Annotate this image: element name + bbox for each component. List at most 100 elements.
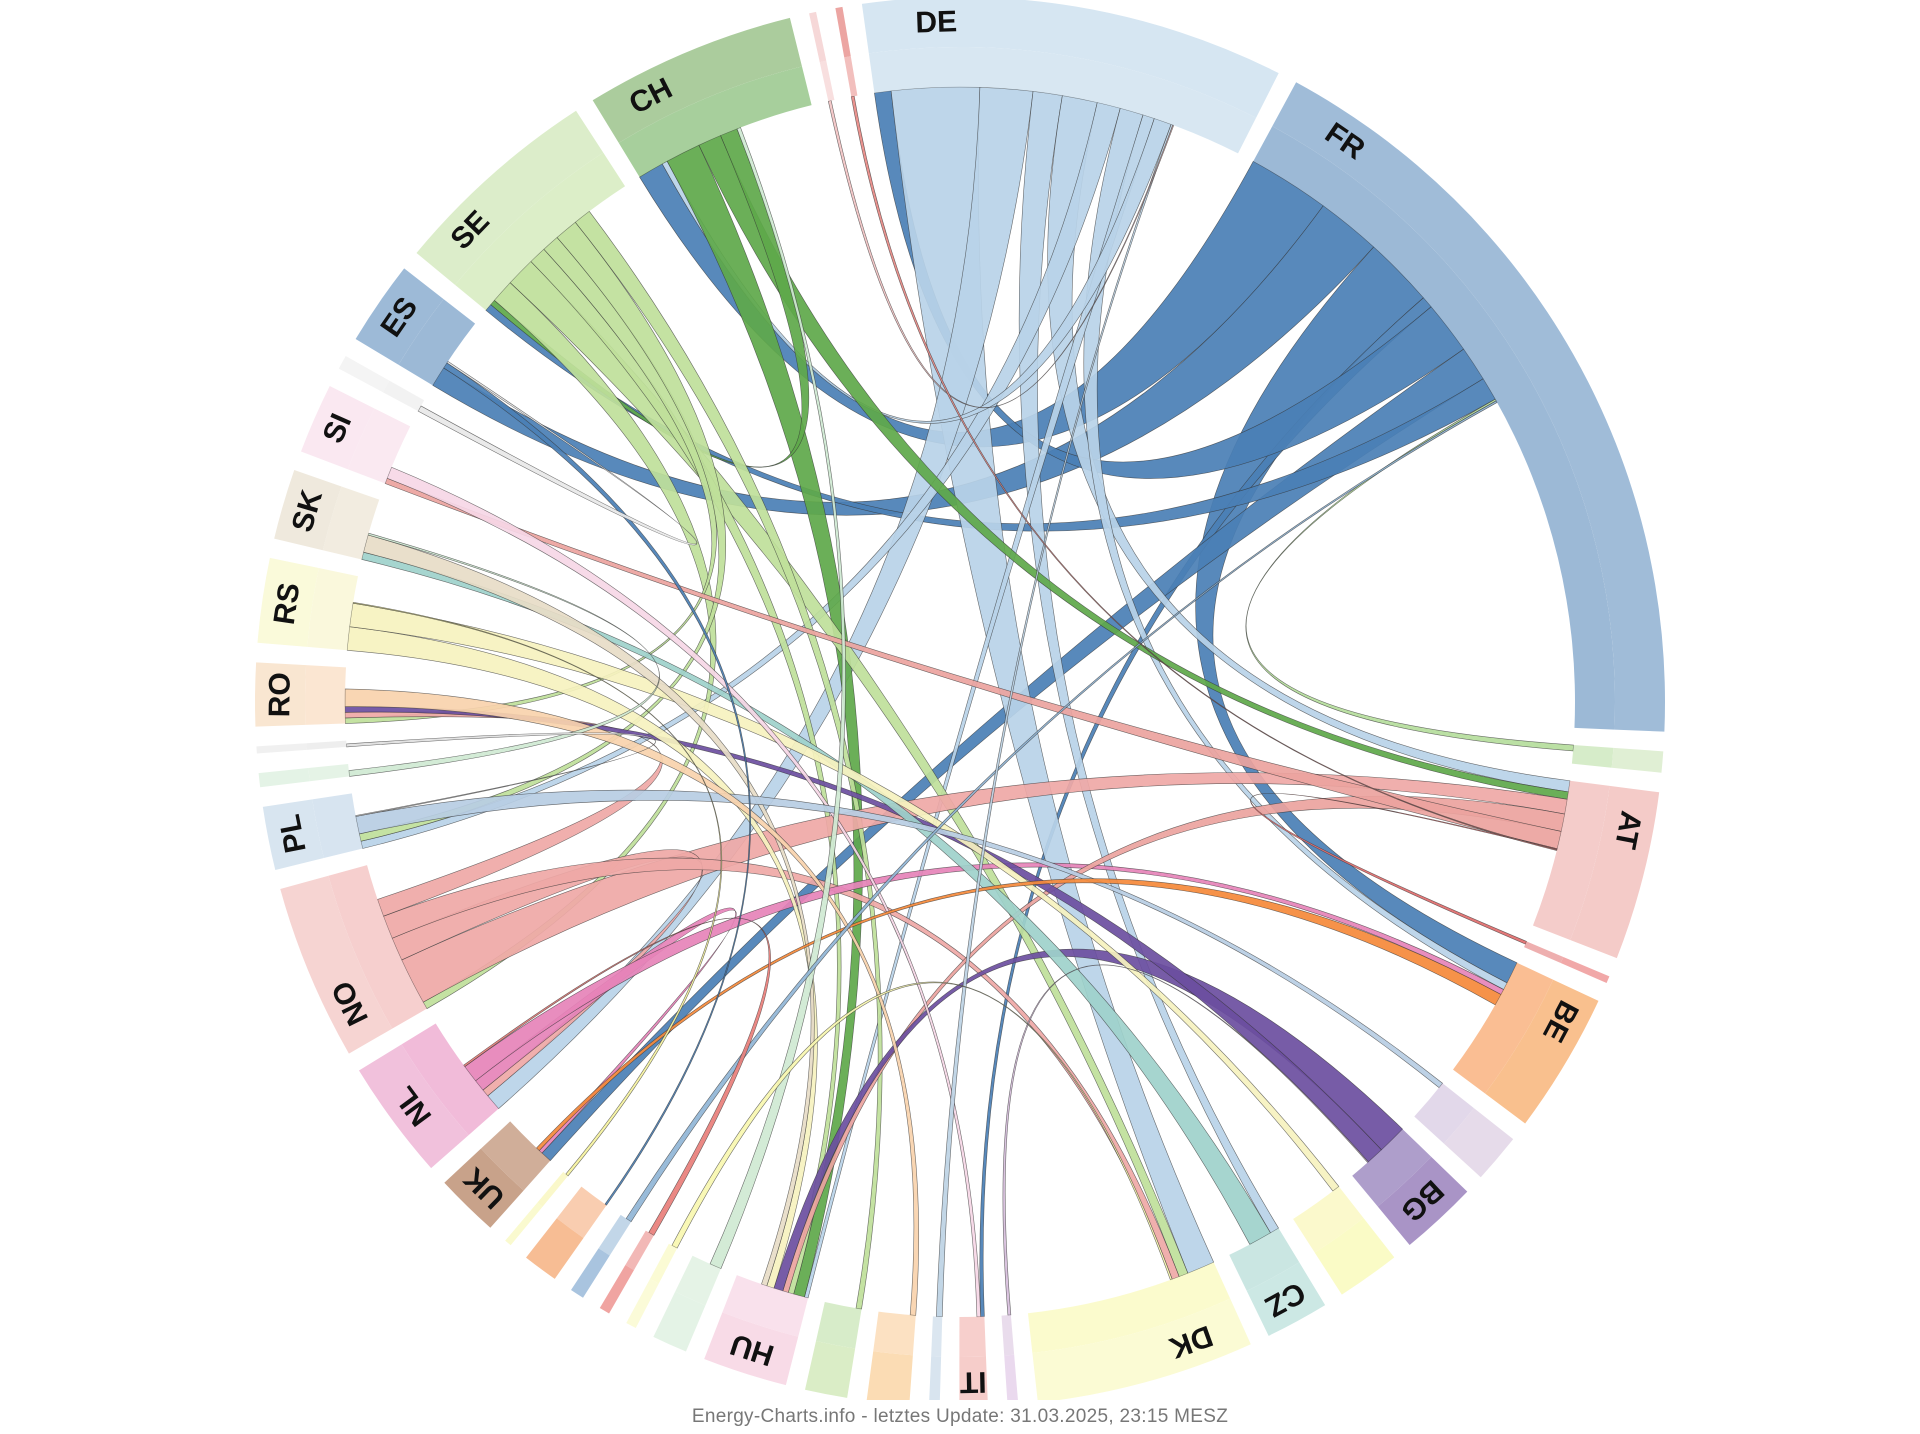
group-arc-inner-RS[interactable] [307, 568, 358, 651]
group-arc-CZ[interactable] [1246, 1262, 1326, 1336]
group-arc-inner-CZ[interactable] [1229, 1228, 1300, 1291]
group-arc-inner-g_lilac_small[interactable] [1001, 1314, 1015, 1356]
group-arc-FR[interactable] [1272, 82, 1665, 732]
group-arc-g_red_small3[interactable] [835, 6, 851, 58]
group-arc-BE[interactable] [1485, 979, 1599, 1124]
group-arc-inner-IT[interactable] [959, 1316, 986, 1357]
group-arc-g_blank[interactable] [256, 743, 307, 754]
group-arc-inner-g_yellow_small2[interactable] [537, 1171, 569, 1207]
group-arc-NO[interactable] [280, 875, 393, 1054]
group-arc-inner-FR[interactable] [1253, 126, 1615, 730]
group-arc-g_lilac[interactable] [1443, 1108, 1514, 1178]
ribbon-FR-SE[interactable] [485, 304, 1496, 532]
group-arc-g_orange[interactable] [526, 1218, 584, 1279]
group-arc-PL[interactable] [262, 799, 324, 870]
ribbon-SE-g_green_small[interactable] [574, 210, 883, 1310]
group-arc-g_lilac_small[interactable] [1004, 1354, 1018, 1400]
group-arc-inner-AT[interactable] [1532, 780, 1610, 940]
group-arc-inner-UK[interactable] [480, 1121, 551, 1191]
ribbon-DE-NL[interactable] [487, 87, 1034, 1110]
group-arc-inner-g_mint2[interactable] [308, 764, 350, 782]
group-arc-inner-PL[interactable] [312, 793, 363, 859]
group-arc-DK[interactable] [1032, 1298, 1251, 1400]
group-arc-inner-SI[interactable] [347, 408, 411, 484]
group-arc-inner-g_lgreen_small[interactable] [1571, 745, 1614, 768]
group-arc-g_lightblue_small[interactable] [929, 1356, 942, 1400]
group-arc-HU[interactable] [704, 1312, 799, 1386]
group-arc-inner-RO[interactable] [305, 665, 346, 725]
group-arc-g_lgreen_small[interactable] [1611, 747, 1664, 773]
group-arc-g_yellow_small2[interactable] [505, 1202, 543, 1246]
ribbon-SI-IT[interactable] [386, 466, 981, 1318]
group-arc-RO[interactable] [254, 662, 307, 727]
ribbon-DE-CZ[interactable] [1018, 91, 1279, 1234]
group-arc-inner-g_mint[interactable] [675, 1255, 721, 1306]
group-arc-SI[interactable] [301, 386, 375, 470]
ribbon-g_red_small3-AT[interactable] [850, 95, 1558, 851]
group-arc-inner-BE[interactable] [1453, 962, 1554, 1094]
group-arc-SE[interactable] [416, 110, 604, 285]
group-arc-IT[interactable] [959, 1356, 988, 1400]
group-arc-inner-g_blank[interactable] [306, 740, 347, 750]
ribbon-DE-HU[interactable] [804, 114, 1155, 1299]
group-arc-g_pink_small[interactable] [809, 11, 827, 63]
group-arc-inner-NL[interactable] [401, 1023, 499, 1136]
group-arc-DE[interactable] [861, 0, 1279, 118]
group-arc-inner-HU[interactable] [722, 1275, 809, 1337]
group-arc-inner-ES[interactable] [398, 299, 476, 386]
ribbon-FR-ES[interactable] [432, 205, 1375, 516]
group-arc-inner-g_red_small2[interactable] [625, 1230, 654, 1271]
group-arc-CH[interactable] [592, 17, 802, 143]
group-arc-NL[interactable] [358, 1044, 469, 1169]
group-arc-inner-CH[interactable] [618, 66, 812, 178]
group-arc-inner-g_lilac[interactable] [1414, 1083, 1474, 1144]
ribbon-g_yellow_small-DK[interactable] [671, 981, 1173, 1281]
ribbon-g_pink_small-DE[interactable] [827, 100, 1175, 409]
ribbon-PL-g_lilac[interactable] [355, 789, 1443, 1089]
group-arc-RS[interactable] [257, 557, 319, 647]
ribbon-FR-UK[interactable] [541, 348, 1484, 1162]
ribbon-FR-CH[interactable] [639, 160, 1324, 448]
group-arc-g_yellow_small[interactable] [626, 1278, 659, 1329]
group-arc-inner-DK[interactable] [1027, 1262, 1231, 1353]
group-arc-inner-g_peach[interactable] [873, 1311, 916, 1356]
group-arc-SK[interactable] [274, 470, 342, 551]
group-arc-g_mint2[interactable] [258, 768, 310, 788]
group-arc-inner-g_green_small[interactable] [816, 1301, 862, 1349]
group-arc-g_lightgray[interactable] [338, 356, 390, 393]
group-arc-inner-g_pink_small[interactable] [819, 60, 835, 102]
ribbon-NO-DK[interactable] [383, 857, 1180, 1280]
group-arc-g_mint[interactable] [653, 1291, 706, 1352]
ribbon-ES-g_orange[interactable] [443, 362, 751, 1206]
group-arc-g_blue_small[interactable] [571, 1248, 610, 1298]
group-arc-inner-DE[interactable] [868, 47, 1257, 154]
group-arc-inner-g_yellow_small[interactable] [649, 1243, 678, 1284]
group-arc-inner-g_lightblue_small[interactable] [931, 1316, 943, 1357]
group-arc-inner-g_red_small3[interactable] [844, 56, 858, 97]
group-arc-inner-g_lightgray[interactable] [382, 380, 425, 412]
group-arc-BG[interactable] [1377, 1156, 1468, 1246]
group-arc-inner-g_orange[interactable] [556, 1186, 607, 1238]
group-arc-inner-BG[interactable] [1352, 1129, 1432, 1207]
group-arc-inner-g_red_small[interactable] [1524, 941, 1564, 964]
ribbon-FR-DE[interactable] [874, 90, 1465, 479]
group-arc-ES[interactable] [355, 268, 444, 365]
ribbon-g_lightblue_small-DE[interactable] [936, 123, 1174, 1318]
group-arc-g_red_small[interactable] [1560, 956, 1610, 983]
group-arc-g_yellow[interactable] [1314, 1217, 1395, 1295]
group-arc-inner-SE[interactable] [455, 152, 626, 311]
ribbon-g_lilac_small-BG[interactable] [1002, 964, 1369, 1316]
group-arc-inner-NO[interactable] [328, 865, 427, 1029]
group-arc-inner-g_blue_small[interactable] [598, 1214, 632, 1256]
group-arc-g_peach[interactable] [866, 1351, 913, 1400]
group-arc-g_green_small[interactable] [805, 1340, 856, 1398]
ribbon-DE-PL[interactable] [360, 102, 1121, 849]
group-arc-inner-g_yellow[interactable] [1293, 1186, 1364, 1253]
ribbon-SK-HU[interactable] [363, 534, 815, 1287]
ribbon-AT-SI[interactable] [384, 477, 1562, 850]
group-arc-g_red_small2[interactable] [599, 1265, 634, 1314]
group-arc-AT[interactable] [1570, 785, 1660, 959]
group-arc-inner-SK[interactable] [322, 486, 380, 560]
group-arc-UK[interactable] [444, 1148, 524, 1228]
